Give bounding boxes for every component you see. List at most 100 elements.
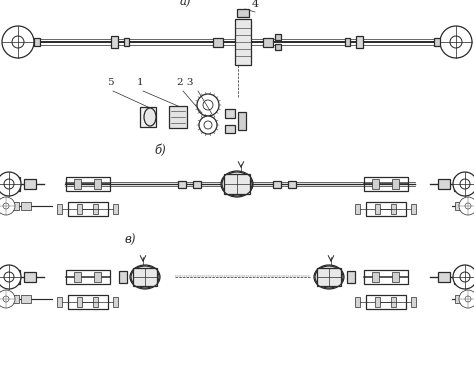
Bar	[392, 179, 400, 189]
Bar	[93, 204, 99, 214]
Circle shape	[450, 36, 462, 48]
Bar	[9, 202, 19, 210]
Bar	[288, 181, 296, 187]
Bar	[317, 268, 341, 286]
Bar	[356, 297, 361, 307]
Bar	[235, 19, 251, 65]
Bar	[273, 181, 281, 187]
Circle shape	[0, 197, 15, 215]
Bar	[392, 204, 396, 214]
Bar	[9, 295, 19, 303]
Bar	[373, 272, 380, 282]
Circle shape	[12, 36, 24, 48]
Circle shape	[460, 179, 470, 189]
Bar	[133, 268, 157, 286]
Bar	[94, 272, 101, 282]
Bar	[225, 125, 235, 133]
Bar	[224, 174, 250, 194]
Circle shape	[465, 203, 471, 209]
Bar	[113, 204, 118, 214]
Bar	[364, 270, 408, 284]
Bar	[392, 297, 396, 307]
Bar	[434, 38, 440, 46]
Bar	[411, 204, 417, 214]
Bar	[454, 270, 462, 284]
Bar	[74, 179, 82, 189]
Bar	[193, 181, 201, 187]
Text: 1: 1	[137, 78, 143, 87]
Bar	[24, 272, 36, 282]
Bar	[21, 295, 31, 303]
Bar	[68, 295, 108, 309]
Bar	[140, 107, 156, 127]
Ellipse shape	[222, 172, 252, 196]
Bar	[57, 297, 63, 307]
Circle shape	[459, 197, 474, 215]
Bar	[78, 297, 82, 307]
Bar	[12, 270, 20, 284]
Bar	[57, 204, 63, 214]
Circle shape	[204, 121, 212, 129]
Bar	[375, 297, 381, 307]
Text: а): а)	[179, 0, 191, 9]
Bar	[347, 271, 355, 283]
Ellipse shape	[144, 108, 156, 126]
Circle shape	[197, 94, 219, 116]
Bar	[119, 271, 127, 283]
Bar	[411, 297, 417, 307]
Bar	[238, 112, 246, 130]
Bar	[12, 177, 20, 191]
Bar	[373, 179, 380, 189]
Circle shape	[0, 290, 15, 308]
Bar	[94, 179, 101, 189]
Bar	[21, 202, 31, 210]
Circle shape	[460, 272, 470, 282]
Bar	[454, 177, 462, 191]
Circle shape	[203, 100, 213, 110]
Circle shape	[459, 290, 474, 308]
Bar	[392, 272, 400, 282]
Bar	[275, 44, 281, 50]
Bar	[366, 295, 406, 309]
Bar	[375, 204, 381, 214]
Circle shape	[453, 172, 474, 196]
Bar	[225, 109, 235, 118]
Bar	[237, 9, 249, 17]
Bar	[66, 270, 110, 284]
Ellipse shape	[131, 266, 159, 288]
Bar	[263, 37, 273, 46]
Bar	[169, 106, 187, 128]
Bar	[346, 38, 350, 46]
Bar	[78, 204, 82, 214]
Circle shape	[0, 172, 21, 196]
Text: б): б)	[154, 144, 166, 157]
Ellipse shape	[315, 266, 343, 288]
Text: 4: 4	[251, 0, 258, 9]
Bar	[364, 177, 408, 191]
Text: 2 3: 2 3	[177, 78, 193, 87]
Circle shape	[4, 179, 14, 189]
Text: в): в)	[124, 234, 136, 247]
Text: 5: 5	[107, 78, 113, 87]
Bar	[356, 36, 364, 48]
Bar	[113, 297, 118, 307]
Bar	[24, 179, 36, 189]
Circle shape	[440, 26, 472, 58]
Circle shape	[465, 296, 471, 302]
Bar	[213, 37, 223, 46]
Circle shape	[4, 272, 14, 282]
Circle shape	[2, 26, 34, 58]
Circle shape	[3, 296, 9, 302]
Bar	[34, 38, 40, 46]
Circle shape	[453, 265, 474, 289]
Bar	[68, 202, 108, 216]
Bar	[438, 272, 450, 282]
Bar	[438, 179, 450, 189]
Bar	[366, 202, 406, 216]
Bar	[455, 202, 465, 210]
Bar	[66, 177, 110, 191]
Bar	[356, 204, 361, 214]
Bar	[74, 272, 82, 282]
Circle shape	[3, 203, 9, 209]
Bar	[111, 36, 118, 48]
